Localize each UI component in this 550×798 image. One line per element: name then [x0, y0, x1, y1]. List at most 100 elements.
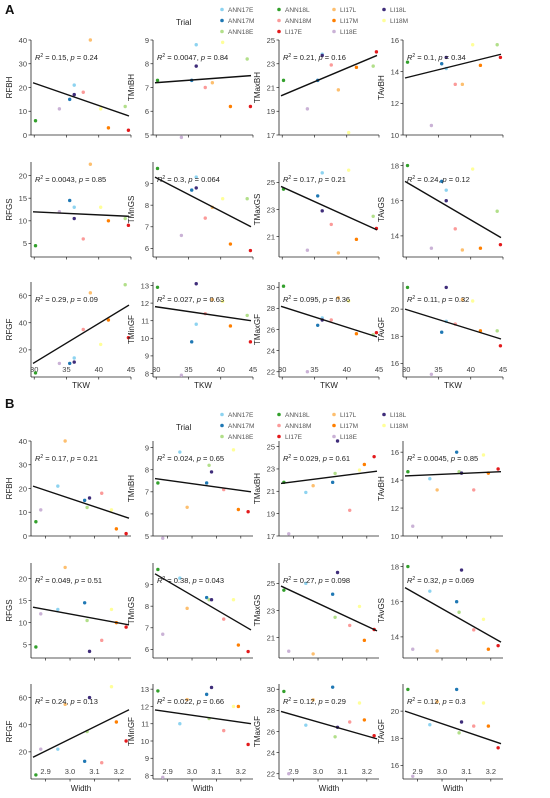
- y-axis-label: RFGF: [5, 319, 14, 341]
- x-tick-label: 3.0: [65, 767, 75, 776]
- stats-annotation: R2 = 0.027, p = 0.63: [157, 295, 224, 304]
- data-point-li17e: [126, 128, 131, 132]
- data-point-li18l: [444, 55, 448, 60]
- r-symbol: R: [283, 576, 289, 585]
- y-tick-label: 20: [391, 305, 399, 314]
- data-point-ann17m: [316, 194, 320, 198]
- p-symbol: p: [318, 53, 323, 62]
- p-symbol: p: [318, 576, 323, 585]
- data-point-ann18l: [155, 78, 160, 83]
- equals: =: [43, 576, 52, 585]
- separator: ,: [438, 576, 442, 585]
- data-point-li18e: [39, 612, 43, 616]
- data-point-li17m: [228, 242, 233, 246]
- data-point-ann18e: [457, 610, 461, 614]
- r2-value: 0.024: [174, 454, 193, 463]
- p-value: = 0.63: [201, 295, 224, 304]
- stats-annotation: R2 = 0.049, p = 0.51: [35, 576, 102, 585]
- data-point-li17m: [236, 507, 241, 512]
- equals: =: [291, 697, 300, 706]
- data-point-li17m: [354, 332, 359, 336]
- data-point-ann18m: [100, 638, 104, 643]
- data-point-li18m: [109, 685, 114, 689]
- data-point-li17e: [246, 742, 250, 747]
- y-tick-label: 8: [145, 60, 149, 69]
- data-point-ann17m: [330, 685, 335, 689]
- equals: =: [165, 295, 174, 304]
- data-point-ann18m: [203, 216, 207, 220]
- x-tick-label: 40: [217, 365, 225, 374]
- data-point-ann18e: [495, 209, 499, 213]
- y-tick-label: 9: [145, 36, 149, 45]
- data-point-ann17e: [178, 450, 182, 454]
- x-tick-label: 30: [278, 365, 286, 374]
- legend-entry: LI18M: [390, 423, 408, 430]
- data-point-li17l: [336, 251, 341, 255]
- y-tick-label: 40: [19, 36, 27, 45]
- data-point-li18l: [72, 216, 76, 221]
- r2-value: 0.0045: [424, 454, 447, 463]
- data-point-ann17m: [190, 188, 194, 192]
- regression-line: [32, 606, 130, 626]
- data-point-ann18e: [123, 216, 127, 221]
- y-tick-label: 12: [141, 702, 149, 711]
- data-point-li18m: [220, 299, 225, 304]
- regression-line: [280, 585, 378, 632]
- data-point-li17l: [210, 297, 215, 302]
- superscript: 2: [162, 454, 165, 460]
- data-point-li18e: [161, 632, 165, 636]
- subplot-rfgf: 20 40 60 RFGF 2.9 3.0 3.1 3.2 Width R2 = 0.24, p …: [5, 684, 131, 793]
- x-tick-label: 45: [127, 365, 135, 374]
- data-point-ann18l: [33, 119, 38, 123]
- superscript: 2: [162, 53, 165, 59]
- equals: =: [415, 295, 424, 304]
- legend-marker: [220, 7, 224, 12]
- x-tick-label: 35: [434, 365, 442, 374]
- equals: =: [165, 53, 174, 62]
- x-tick-label: 2.9: [40, 767, 50, 776]
- y-tick-label: 10: [19, 107, 27, 116]
- y-tick-label: 8: [145, 771, 149, 780]
- legend-entry: LI17M: [340, 423, 358, 430]
- y-tick-label: 21: [267, 232, 275, 241]
- subplot-tavgs: 14 16 18 TAvGS R2 = 0.24, p = 0.12: [377, 161, 504, 260]
- r2-value: 0.15: [52, 53, 67, 62]
- data-point-li18e: [287, 772, 291, 776]
- p-symbol: p: [70, 454, 75, 463]
- data-point-li18e: [429, 246, 434, 250]
- data-point-li17e: [126, 223, 131, 228]
- data-point-li17e: [124, 531, 128, 536]
- regression-line: [32, 709, 130, 758]
- equals: =: [415, 53, 424, 62]
- stats-annotation: R2 = 0.024, p = 0.65: [157, 454, 224, 463]
- y-axis-label: TAvGF: [377, 317, 386, 342]
- stats-annotation: R2 = 0.32, p = 0.069: [407, 576, 474, 585]
- data-point-ann18m: [453, 82, 457, 87]
- y-axis-label: TMnGS: [127, 597, 136, 625]
- y-tick-label: 20: [19, 748, 27, 757]
- data-point-ann17e: [72, 356, 76, 360]
- data-point-li18m: [109, 607, 114, 612]
- r2-value: 0.3: [174, 175, 184, 184]
- y-axis-label: TMaxGF: [253, 314, 262, 345]
- data-point-ann17m: [68, 198, 72, 203]
- subplot-tmaxgf: 22 24 26 28 30 TMaxGF 2.9 3.0 3.1 3.2 Width R2 = 0.…: [253, 684, 379, 793]
- data-point-li17m: [354, 237, 359, 242]
- data-point-li18l: [194, 64, 198, 68]
- data-point-li18m: [346, 130, 351, 135]
- data-point-li18m: [231, 704, 236, 709]
- r2-value: 0.022: [174, 697, 193, 706]
- y-axis-label: TAvGS: [377, 598, 386, 623]
- legend-marker: [382, 412, 386, 417]
- superscript: 2: [412, 295, 415, 301]
- y-tick-label: 18: [391, 332, 399, 341]
- r-symbol: R: [35, 697, 41, 706]
- legend-marker: [332, 7, 336, 12]
- y-tick-label: 5: [23, 641, 27, 650]
- data-point-ann17e: [194, 175, 198, 179]
- p-value: = 0.043: [197, 576, 224, 585]
- y-axis-label: TAvGF: [377, 719, 386, 744]
- data-point-li18l: [87, 496, 92, 500]
- data-point-ann18e: [371, 214, 375, 218]
- legend-entry: LI18L: [390, 412, 407, 419]
